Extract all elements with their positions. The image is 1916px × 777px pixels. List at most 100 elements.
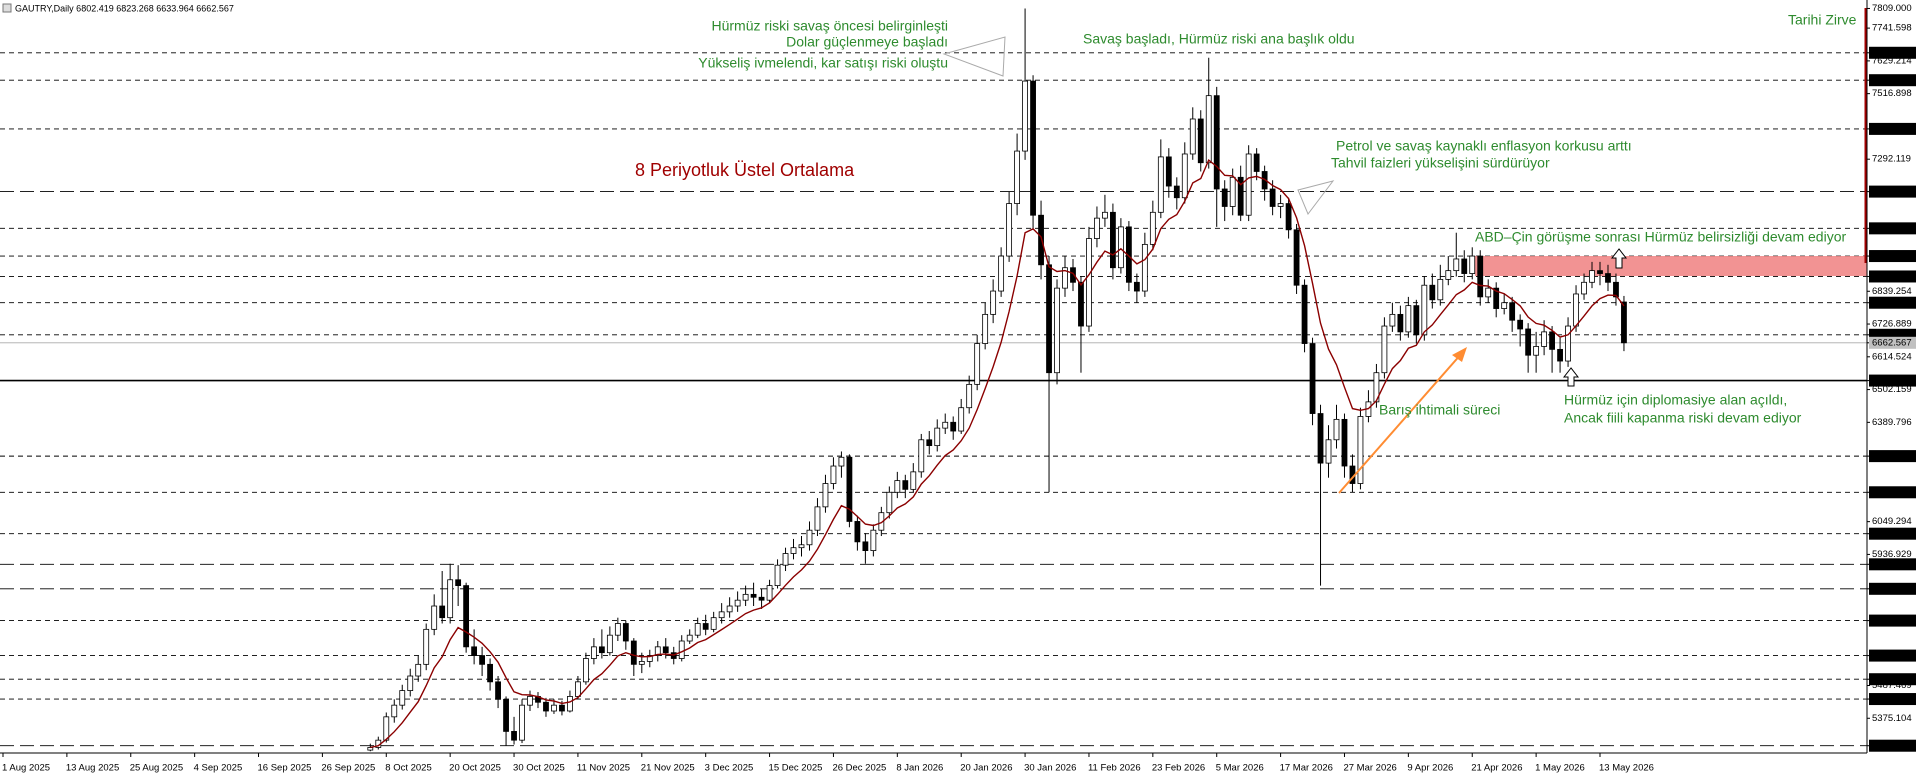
x-tick-label: 16 Sep 2025 xyxy=(258,763,312,774)
y-tick-box xyxy=(1869,122,1916,135)
candle-body xyxy=(1229,176,1236,207)
candle-body xyxy=(1054,287,1060,374)
x-tick-label: 23 Feb 2026 xyxy=(1152,763,1205,774)
annotation: Ancak fiili kapanma riski devam ediyor xyxy=(1564,410,1802,426)
candle-body xyxy=(934,427,941,447)
candle-body xyxy=(710,617,717,630)
y-tick-box xyxy=(1869,336,1916,349)
candle-body xyxy=(415,663,422,677)
candle-body xyxy=(1309,343,1316,414)
y-tick-box xyxy=(1869,250,1916,263)
up-arrow xyxy=(1562,367,1580,387)
y-tick-label: 7657.000 xyxy=(1872,47,1912,58)
candle-body xyxy=(942,421,949,429)
candle-body xyxy=(1605,273,1611,283)
candle-body xyxy=(399,690,406,706)
candle-body xyxy=(1333,418,1340,441)
x-tick-label: 8 Jan 2026 xyxy=(896,763,943,774)
candle-body xyxy=(742,593,749,601)
candle-body xyxy=(1621,301,1627,344)
x-tick-label: 30 Jan 2026 xyxy=(1024,763,1076,774)
candle-body xyxy=(1118,226,1124,269)
candle-body xyxy=(1102,211,1108,219)
candle-body xyxy=(790,547,797,554)
y-tick-box xyxy=(1869,673,1916,686)
candle-body xyxy=(982,313,989,344)
candle-body xyxy=(686,634,693,642)
x-tick-label: 3 Dec 2025 xyxy=(705,763,754,774)
candle-body xyxy=(1525,328,1532,356)
candle-body xyxy=(886,491,893,514)
candle-body xyxy=(694,623,701,636)
x-tick-label: 13 May 2026 xyxy=(1599,763,1654,774)
candle-body xyxy=(567,696,573,712)
candle-body xyxy=(1437,278,1444,301)
candle-body xyxy=(750,593,757,598)
candle-body xyxy=(439,605,446,619)
candle-body xyxy=(798,544,805,549)
candle-body xyxy=(1245,153,1252,216)
candle-body xyxy=(543,701,549,712)
candle-body xyxy=(1317,413,1324,464)
x-tick-label: 26 Dec 2025 xyxy=(832,763,886,774)
candle-body xyxy=(1429,284,1436,301)
candle-body xyxy=(1373,372,1380,403)
candle-body xyxy=(1181,153,1188,199)
candle-body xyxy=(1293,229,1300,286)
y-tick-box xyxy=(1869,296,1916,309)
candle-body xyxy=(1038,214,1044,266)
y-tick-label: 6662.567 xyxy=(1872,337,1912,348)
candle-body xyxy=(1509,302,1516,321)
x-tick-label: 21 Nov 2025 xyxy=(641,763,695,774)
candle-body xyxy=(894,480,901,493)
y-tick-box xyxy=(1869,185,1916,198)
y-tick-label: 7055.000 xyxy=(1872,223,1912,234)
candle-body xyxy=(1022,80,1028,152)
candle-body xyxy=(1565,325,1571,362)
candle-body xyxy=(1573,293,1579,327)
candle-body xyxy=(1165,156,1172,187)
candle-body xyxy=(495,681,501,700)
candles xyxy=(367,8,1627,752)
y-tick-label: 5590.000 xyxy=(1872,650,1912,661)
candle-body xyxy=(614,623,621,636)
y-tick-label: 5487.469 xyxy=(1872,680,1912,691)
y-tick-label: 5441.000 xyxy=(1872,694,1912,705)
candle-body xyxy=(814,506,821,531)
candle-body xyxy=(1149,211,1156,245)
candle-body xyxy=(678,640,685,659)
candle-body xyxy=(1078,281,1084,327)
y-tick-label: 6800.000 xyxy=(1872,297,1912,308)
candle-body xyxy=(638,661,645,665)
x-tick-label: 27 Mar 2026 xyxy=(1343,763,1396,774)
candle-body xyxy=(1597,270,1603,274)
candle-body xyxy=(551,704,557,712)
y-tick-box xyxy=(1869,270,1916,283)
candle-body xyxy=(758,596,765,601)
candle-body xyxy=(1197,118,1204,164)
y-tick-label: 6008.000 xyxy=(1872,528,1912,539)
candle-body xyxy=(1501,302,1508,309)
candle-body xyxy=(1421,284,1428,336)
y-tick-label: 6389.796 xyxy=(1872,417,1912,428)
y-tick-label: 5936.929 xyxy=(1872,549,1912,560)
candle-body xyxy=(1613,281,1619,298)
candle-body xyxy=(622,623,629,642)
y-tick-label: 7292.119 xyxy=(1872,154,1911,165)
y-tick-label: 7741.598 xyxy=(1872,23,1912,34)
levels xyxy=(0,52,1867,747)
x-tick-label: 1 May 2026 xyxy=(1535,763,1585,774)
candle-body xyxy=(447,579,454,619)
y-tick-label: 5375.104 xyxy=(1872,713,1912,724)
candle-body xyxy=(1589,270,1595,283)
y-tick-label: 6890.000 xyxy=(1872,271,1912,282)
up-arrow xyxy=(1610,248,1628,269)
candle-body xyxy=(1237,176,1244,216)
annotation: ABD–Çin görüşme sonrası Hürmüz belirsizl… xyxy=(1475,229,1846,245)
candle-body xyxy=(1325,439,1332,464)
candle-body xyxy=(838,456,845,467)
candle-body xyxy=(583,658,589,683)
candle-body xyxy=(918,439,925,473)
candle-body xyxy=(503,698,509,732)
